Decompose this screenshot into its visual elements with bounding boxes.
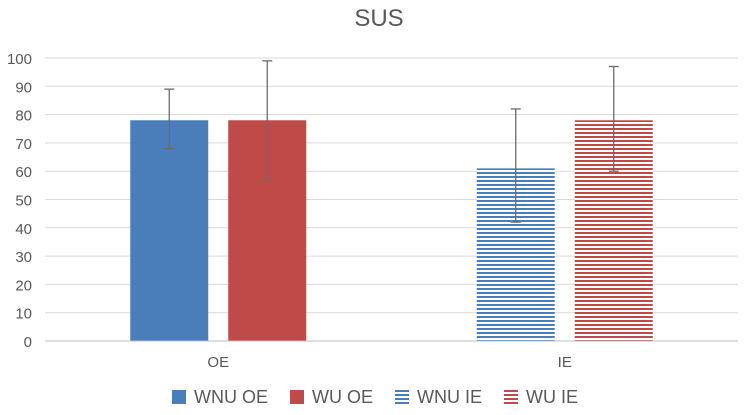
bars-layer bbox=[130, 120, 653, 341]
y-tick-label: 60 bbox=[15, 164, 32, 181]
error-bar bbox=[262, 60, 273, 181]
y-tick-label: 20 bbox=[15, 277, 32, 294]
y-tick-label: 80 bbox=[15, 108, 32, 125]
bar-wnu-oe bbox=[130, 120, 209, 341]
legend-label: WU OE bbox=[312, 386, 373, 407]
legend-swatch bbox=[290, 390, 304, 404]
legend-item: WNU IE bbox=[395, 387, 482, 408]
error-bars-layer bbox=[164, 60, 619, 223]
legend-item: WU OE bbox=[290, 387, 373, 408]
y-tick-label: 0 bbox=[24, 334, 32, 351]
y-tick-label: 90 bbox=[15, 79, 32, 96]
x-tick-label: IE bbox=[558, 354, 572, 371]
y-tick-label: 50 bbox=[15, 193, 32, 210]
legend-item: WNU OE bbox=[172, 387, 268, 408]
error-bar bbox=[510, 108, 521, 223]
y-tick-label: 100 bbox=[7, 51, 32, 68]
error-bar bbox=[164, 88, 175, 150]
legend-label: WNU IE bbox=[417, 386, 482, 407]
legend-label: WU IE bbox=[526, 386, 578, 407]
chart-title: SUS bbox=[354, 5, 403, 32]
y-tick-label: 40 bbox=[15, 221, 32, 238]
y-tick-label: 10 bbox=[15, 306, 32, 323]
legend-label: WNU OE bbox=[194, 386, 268, 407]
y-tick-label: 70 bbox=[15, 136, 32, 153]
legend-swatch bbox=[395, 390, 409, 404]
legend-swatch bbox=[504, 390, 518, 404]
legend-swatch bbox=[172, 390, 186, 404]
legend-item: WU IE bbox=[504, 387, 578, 408]
legend: WNU OE WU OE WNU IE WU IE bbox=[0, 384, 750, 410]
error-bar bbox=[608, 65, 619, 172]
y-tick-label: 30 bbox=[15, 249, 32, 266]
axis-layer: 0 10 20 30 40 50 60 70 80 90 100 OE IE bbox=[7, 51, 738, 371]
x-tick-label: OE bbox=[207, 354, 229, 371]
